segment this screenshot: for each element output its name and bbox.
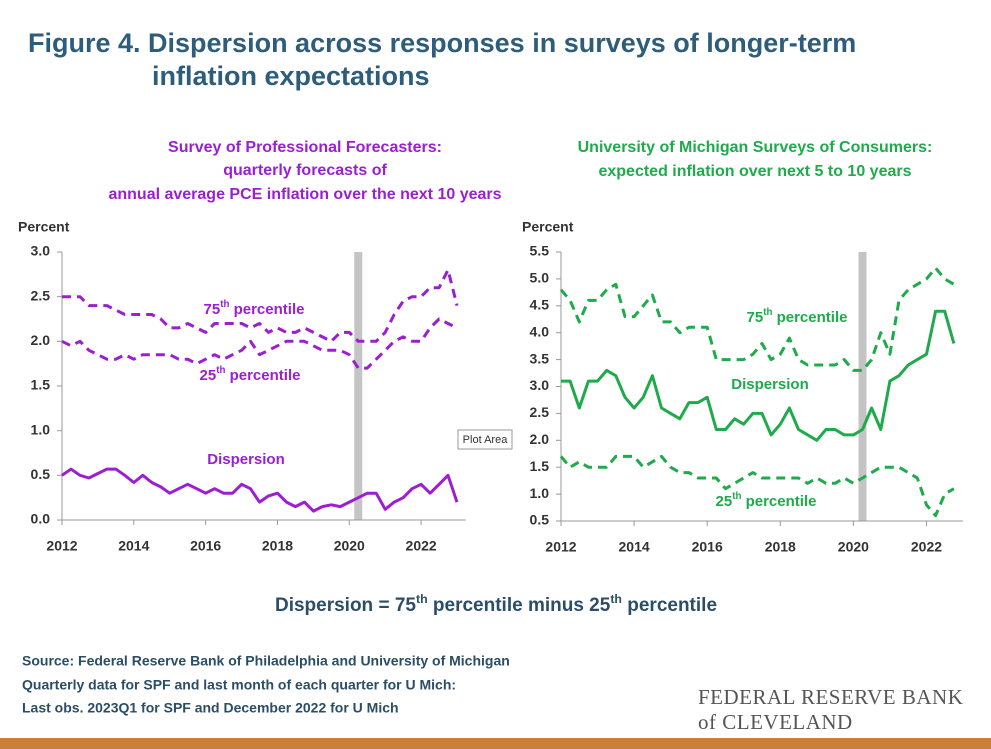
series-line: [61, 467, 459, 513]
series-label: 25th percentile: [200, 365, 301, 384]
tooltip-box: [457, 429, 513, 450]
series-line: [61, 317, 458, 370]
x-tick-label: 2012: [46, 538, 77, 554]
x-tick-label: 2020: [838, 539, 869, 555]
x-tick-label: 2018: [262, 538, 293, 554]
x-tick-label: 2012: [545, 539, 576, 555]
series-label: Dispersion: [207, 451, 285, 468]
y-tick-label: 1.0: [530, 485, 550, 501]
chart-title: University of Michigan Surveys of Consum…: [578, 139, 933, 156]
series-label: 75th percentile: [747, 307, 848, 326]
logo-text: FEDERAL RESERVE BANK: [698, 685, 963, 709]
x-tick-label: 2022: [406, 538, 437, 554]
tooltip: Plot Area: [463, 434, 509, 446]
x-tick-label: 2014: [118, 538, 149, 554]
y-tick-label: 2.5: [530, 404, 550, 420]
y-tick-label: 3.0: [530, 377, 550, 393]
y-tick-label: 1.5: [530, 458, 550, 474]
source-line: Quarterly data for SPF and last month of…: [22, 677, 456, 693]
source-line: Last obs. 2023Q1 for SPF and December 20…: [22, 700, 399, 716]
chart-title: annual average PCE inflation over the ne…: [108, 186, 501, 203]
y-tick-label: 2.5: [31, 287, 51, 303]
series-label: Dispersion: [731, 376, 809, 393]
source-line: Source: Federal Reserve Bank of Philadel…: [22, 653, 510, 669]
y-axis-label: Percent: [522, 219, 574, 235]
x-tick-label: 2020: [334, 538, 365, 554]
y-tick-label: 3.5: [530, 350, 550, 366]
shade: [858, 252, 867, 521]
footer-bar: [0, 738, 991, 749]
figure-title: inflation expectations: [152, 61, 430, 91]
y-tick-label: 3.0: [31, 243, 51, 259]
chart-title: Survey of Professional Forecasters:: [168, 139, 442, 156]
x-tick-label: 2014: [619, 539, 650, 555]
series-line: [62, 268, 459, 343]
y-tick-label: 2.0: [530, 431, 550, 447]
y-tick-label: 1.5: [31, 377, 51, 393]
y-tick-label: 0.5: [530, 512, 550, 528]
y-tick-label: 4.5: [530, 297, 550, 313]
y-tick-label: 0.0: [31, 511, 51, 527]
y-axis-label: Percent: [18, 219, 70, 235]
footnote: Dispersion = 75th percentile minus 25th …: [275, 592, 717, 616]
y-tick-label: 2.0: [31, 332, 51, 348]
y-tick-label: 4.0: [530, 323, 550, 339]
series-line: [559, 454, 955, 518]
x-tick-label: 2016: [692, 539, 723, 555]
y-tick-label: 1.0: [31, 421, 51, 437]
figure-title: Figure 4. Dispersion across responses in…: [28, 28, 856, 58]
y-tick-label: 5.0: [530, 270, 550, 286]
chart-title: expected inflation over next 5 to 10 yea…: [598, 163, 911, 180]
series-line: [561, 309, 956, 442]
x-tick-label: 2016: [190, 538, 221, 554]
x-tick-label: 2018: [765, 539, 796, 555]
chart-title: quarterly forecasts of: [223, 162, 387, 179]
logo-text: of CLEVELAND: [698, 710, 853, 734]
x-tick-label: 2022: [911, 539, 942, 555]
y-tick-label: 5.5: [530, 243, 550, 259]
series-label: 75th percentile: [204, 299, 305, 318]
y-tick-label: 0.5: [31, 466, 51, 482]
series-label: 25th percentile: [716, 491, 817, 510]
shade: [354, 252, 363, 520]
